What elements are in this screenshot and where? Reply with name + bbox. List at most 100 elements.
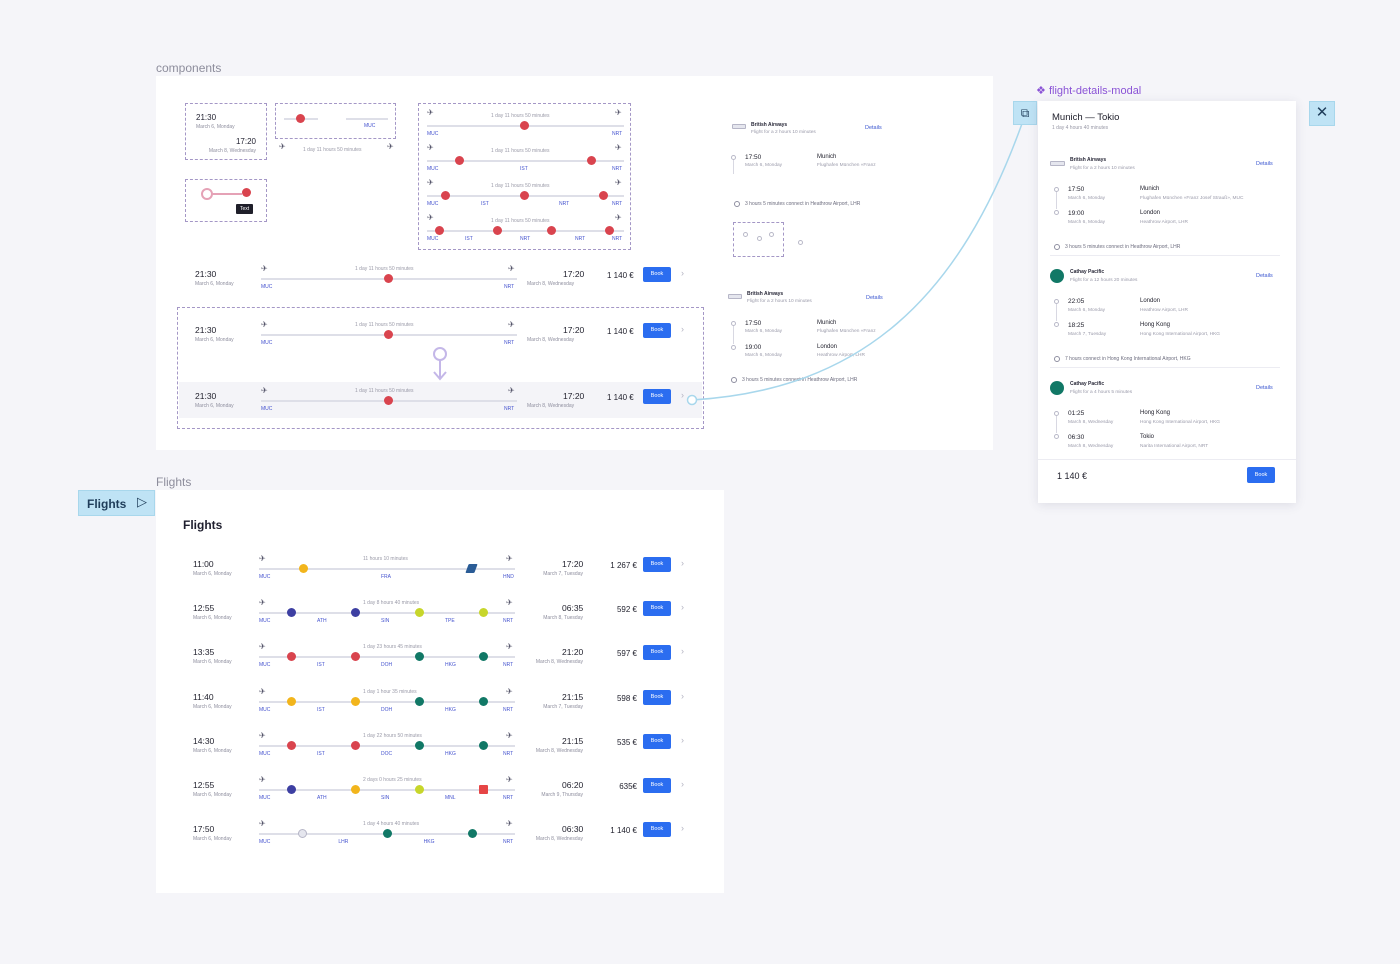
flight-row[interactable]: 17:50 March 6, Monday ✈ 1 day 4 hours 40 mi… — [193, 819, 693, 854]
book-button[interactable]: Book — [643, 733, 671, 749]
segment-airline: British Airways — [751, 122, 788, 128]
segment-dep-time: 22:05 — [1068, 298, 1085, 305]
segment-details-link[interactable]: Details — [1256, 161, 1273, 167]
play-icon: ▷ — [137, 494, 147, 509]
arr-date: March 7, Tuesday — [543, 571, 583, 577]
code-stop: TPE — [445, 618, 455, 625]
flights-title: Flights — [183, 518, 223, 532]
modal-book-button[interactable]: Book — [1247, 467, 1275, 483]
segment-arr-date: March 6, Monday — [745, 353, 783, 358]
plane-depart-icon: ✈ — [259, 775, 266, 784]
flow-tag-label: Flights — [87, 497, 127, 511]
segment-details-link[interactable]: Details — [866, 295, 883, 301]
airline-logo-icon — [479, 785, 488, 794]
plane-depart-icon: ✈ — [259, 554, 266, 563]
arr-time: 17:20 — [563, 269, 585, 279]
airline-logo-icon — [468, 829, 478, 839]
plane-arrive-icon: ✈ — [508, 386, 515, 395]
airline-logo-icon — [415, 785, 424, 794]
flight-row[interactable]: 11:00 March 6, Monday ✈ 11 hours 10 minutes… — [193, 554, 693, 589]
route-line — [259, 700, 515, 703]
flight-card-hover[interactable]: 21:30 March 6, Monday ✈ 1 day 11 hours 5… — [195, 386, 695, 421]
airline-logo-icon — [384, 274, 393, 283]
chevron-right-icon[interactable]: › — [681, 823, 684, 834]
dep-time: 11:00 — [193, 559, 214, 569]
date-dep: March 6, Monday — [196, 124, 235, 130]
modal-open-icon[interactable]: ⧉ — [1013, 101, 1037, 125]
date-arr: March 8, Wednesday — [208, 148, 256, 154]
components-frame-label: components — [156, 61, 222, 75]
duration: 1 day 1 hour 35 minutes — [363, 688, 417, 695]
airline-logo-icon — [479, 652, 488, 662]
flight-card-default[interactable]: 21:30 March 6, Monday ✈ 1 day 11 hours 5… — [195, 320, 695, 355]
chevron-right-icon[interactable]: › — [681, 646, 684, 657]
segment-dep-date: March 6, Monday — [745, 163, 783, 168]
book-button[interactable]: Book — [643, 822, 671, 838]
clock-icon — [731, 377, 737, 383]
code-to: NRT — [503, 706, 514, 713]
book-button[interactable]: Book — [643, 778, 671, 793]
flight-card-component[interactable]: 21:30 March 6, Monday ✈ 1 day 11 hours 5… — [195, 264, 695, 299]
arr-time: 21:15 — [562, 691, 584, 702]
cathay-pacific-logo-icon — [1050, 269, 1064, 283]
code-stop: DOC — [381, 750, 393, 757]
book-button[interactable]: Book — [643, 689, 671, 705]
chevron-right-icon[interactable]: › — [681, 734, 684, 745]
segment-connection: 3 hours 5 minutes connect in Heathrow Ai… — [745, 201, 861, 207]
plane-depart-icon: ✈ — [259, 730, 266, 740]
route-variants-component: ✈ 1 day 11 hours 50 minutes ✈ MUC NRT ✈ … — [418, 103, 631, 250]
british-airways-logo-icon — [1050, 161, 1065, 166]
chevron-right-icon[interactable]: › — [681, 690, 684, 701]
book-button[interactable]: Book — [643, 557, 671, 572]
segment-arr-airport: Hong Kong International Airport, HKG — [1140, 332, 1220, 337]
book-button[interactable]: Book — [643, 267, 671, 282]
flight-row[interactable]: 12:55 March 6, Monday ✈ 2 days 0 hours 25 m… — [193, 775, 693, 810]
segment-connection: 3 hours 5 minutes connect in Heathrow Ai… — [1065, 244, 1181, 250]
dep-date: March 6, Monday — [193, 792, 232, 798]
flight-row[interactable]: 12:55 March 6, Monday ✈ 1 day 8 hours 40 mi… — [193, 598, 693, 633]
chevron-right-icon[interactable]: › — [681, 390, 684, 400]
price: 635€ — [619, 782, 637, 791]
airline-logo-icon — [299, 564, 308, 573]
segment-details-link[interactable]: Details — [1256, 385, 1273, 391]
flight-row[interactable]: 13:35 March 6, Monday ✈ 1 day 23 hours 45 m… — [193, 642, 693, 677]
segment-dep-date: March 6, Monday — [745, 329, 783, 334]
segment-dep-city: London — [1140, 298, 1161, 304]
book-button[interactable]: Book — [643, 601, 671, 617]
code-from: MUC — [261, 284, 273, 290]
time-arr: 17:20 — [235, 137, 256, 146]
price: 592 € — [616, 605, 637, 615]
code-stop: LHR — [338, 839, 349, 846]
chevron-right-icon[interactable]: › — [681, 558, 684, 568]
dep-date: March 6, Monday — [195, 281, 234, 287]
timeline-dot — [743, 232, 748, 237]
code-from: MUC — [427, 166, 439, 172]
flights-flow-tag[interactable]: Flights ▷ — [78, 490, 155, 516]
chevron-right-icon[interactable]: › — [681, 268, 684, 278]
book-button[interactable]: Book — [643, 645, 671, 661]
arr-date: March 7, Tuesday — [543, 703, 583, 710]
duration: 1 day 4 hours 40 minutes — [363, 821, 420, 828]
airline-logo-icon — [441, 191, 450, 200]
book-button[interactable]: Book — [643, 389, 671, 404]
segment-details-link[interactable]: Details — [865, 125, 882, 131]
code-stop: FRA — [381, 574, 391, 580]
duration: 1 day 22 hours 50 minutes — [363, 732, 422, 739]
airline-logo-icon — [415, 740, 424, 750]
chevron-right-icon[interactable]: › — [681, 324, 684, 334]
airline-logo-icon — [287, 652, 296, 662]
segment-details-link[interactable]: Details — [1256, 273, 1273, 279]
chevron-right-icon[interactable]: › — [681, 779, 684, 789]
airline-logo-icon — [415, 652, 424, 662]
flight-row[interactable]: 11:40 March 6, Monday ✈ 1 day 1 hour 35 min… — [193, 687, 693, 722]
arr-time: 06:30 — [562, 824, 584, 835]
flight-row[interactable]: 14:30 March 6, Monday ✈ 1 day 22 hours 50 m… — [193, 730, 693, 766]
divider — [1050, 255, 1280, 256]
close-icon[interactable]: ✕ — [1309, 101, 1335, 126]
code-mid: NRT — [520, 236, 531, 242]
segment-arr-airport: Heathrow Airport, LHR — [817, 353, 865, 358]
arr-date: March 8, Tuesday — [543, 615, 583, 622]
variant-duration: 1 day 11 hours 50 minutes — [491, 218, 550, 224]
book-button[interactable]: Book — [643, 323, 671, 338]
chevron-right-icon[interactable]: › — [681, 602, 684, 613]
